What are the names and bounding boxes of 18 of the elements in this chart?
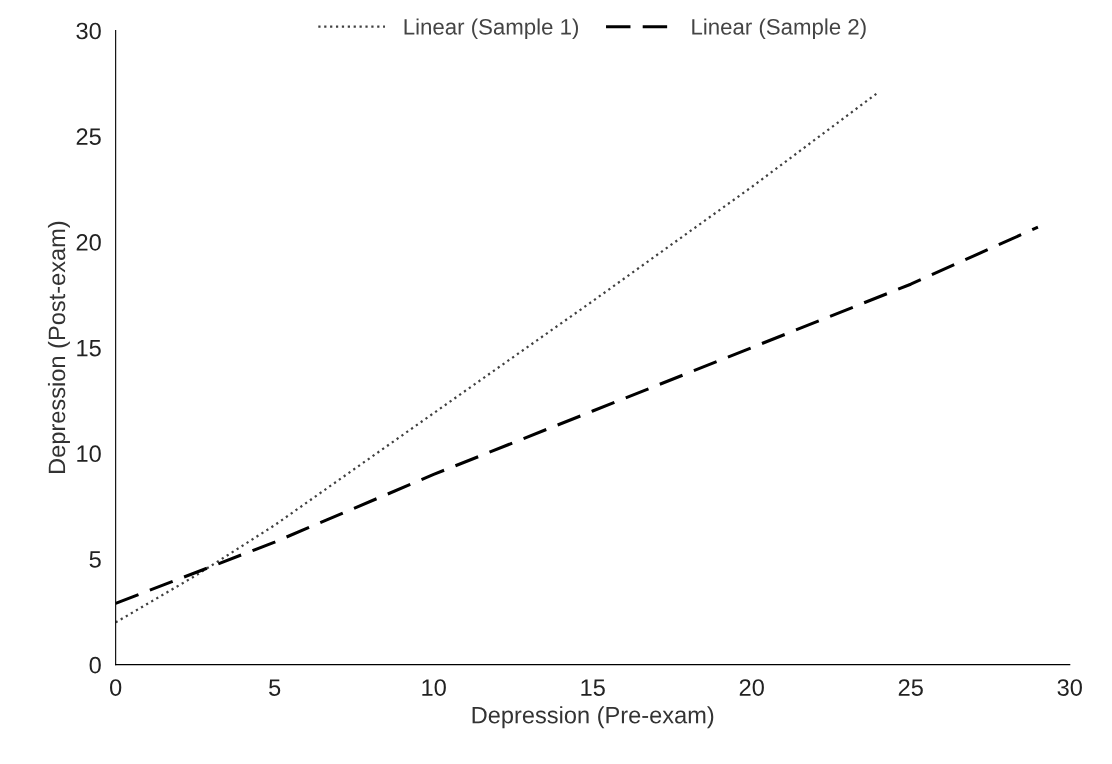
y-axis-title: Depression (Post-exam) bbox=[47, 221, 70, 473]
y-tick-label: 0 bbox=[89, 656, 101, 674]
x-tick-label: 0 bbox=[110, 679, 122, 696]
y-tick-label: 20 bbox=[76, 234, 101, 251]
x-tick-label: 30 bbox=[1057, 679, 1082, 696]
x-tick-label: 20 bbox=[739, 679, 764, 696]
y-tick-label: 10 bbox=[77, 445, 101, 463]
y-tick-label: 30 bbox=[76, 22, 101, 40]
y-tick-label: 25 bbox=[76, 128, 101, 146]
x-tick-label: 5 bbox=[269, 679, 281, 696]
x-tick-label: 10 bbox=[422, 679, 446, 696]
x-tick-label: 15 bbox=[581, 679, 605, 696]
legend-label: Linear (Sample 1) bbox=[404, 18, 578, 40]
x-axis-title: Depression (Pre-exam) bbox=[472, 706, 714, 729]
y-tick-label: 5 bbox=[89, 551, 101, 568]
y-tick-label: 15 bbox=[77, 339, 101, 357]
legend-label: Linear (Sample 2) bbox=[692, 18, 866, 40]
x-tick-label: 25 bbox=[898, 679, 923, 696]
